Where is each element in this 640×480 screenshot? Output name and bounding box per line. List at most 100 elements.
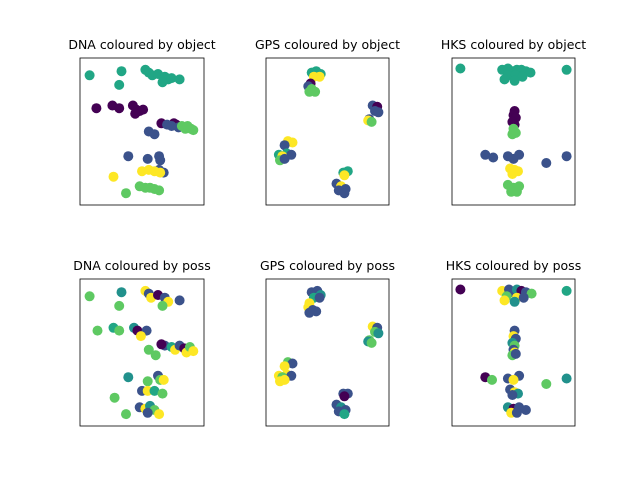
scatter-point xyxy=(314,71,325,82)
scatter-point xyxy=(314,292,325,303)
scatter-point xyxy=(157,300,168,311)
scatter-point xyxy=(510,348,521,359)
scatter-point xyxy=(150,350,161,361)
scatter-panel-5: GPS coloured by poss xyxy=(260,258,395,427)
scatter-point xyxy=(154,185,165,196)
scatter-point xyxy=(116,66,127,77)
scatter-point xyxy=(520,405,531,415)
panel-frame xyxy=(79,278,205,427)
scatter-point xyxy=(561,285,572,296)
scatter-point xyxy=(526,288,537,299)
scatter-point xyxy=(116,287,127,298)
scatter-point xyxy=(508,153,519,164)
scatter-point xyxy=(279,153,290,164)
scatter-point xyxy=(130,108,141,119)
scatter-point xyxy=(155,155,166,166)
scatter-point xyxy=(109,392,120,403)
scatter-point xyxy=(525,67,536,78)
scatter-point xyxy=(121,409,131,420)
scatter-point xyxy=(480,149,491,160)
scatter-point xyxy=(154,409,165,420)
scatter-point xyxy=(158,374,169,385)
panel-title: HKS coloured by object xyxy=(441,37,586,52)
scatter-point xyxy=(108,171,119,182)
scatter-panel-1: DNA coloured by object xyxy=(68,37,216,206)
scatter-point xyxy=(114,103,125,114)
scatter-point xyxy=(455,63,466,74)
scatter-point xyxy=(84,291,95,302)
scatter-point xyxy=(135,331,146,342)
scatter-panel-2: GPS coloured by object xyxy=(255,37,400,206)
scatter-point xyxy=(279,361,290,372)
scatter-point xyxy=(541,379,552,389)
scatter-point xyxy=(156,339,167,350)
panel-frame xyxy=(451,278,576,427)
scatter-point xyxy=(123,151,134,162)
scatter-point xyxy=(304,307,315,318)
scatter-point xyxy=(304,86,315,97)
scatter-point xyxy=(561,373,572,384)
scatter-point xyxy=(509,296,520,307)
panel-title: GPS coloured by object xyxy=(255,37,400,52)
scatter-point xyxy=(121,188,131,199)
scatter-point xyxy=(143,344,154,355)
scatter-point xyxy=(517,71,528,82)
scatter-point xyxy=(507,169,518,179)
scatter-point xyxy=(511,186,522,197)
scatter-point xyxy=(188,125,199,136)
scatter-point xyxy=(287,137,298,148)
scatter-point xyxy=(561,64,572,75)
scatter-point xyxy=(157,77,168,88)
scatter-panel-6: HKS coloured by poss xyxy=(446,258,581,427)
scatter-panel-4: DNA coloured by poss xyxy=(73,258,211,427)
scatter-point xyxy=(373,107,384,118)
scatter-point xyxy=(157,388,168,399)
scatter-point xyxy=(373,328,384,339)
scatter-point xyxy=(91,103,102,114)
panel-title: GPS coloured by poss xyxy=(260,258,395,273)
scatter-point xyxy=(510,127,521,138)
scatter-point xyxy=(487,374,497,385)
panel-frame xyxy=(265,57,390,206)
panel-title: HKS coloured by poss xyxy=(446,258,581,273)
scatter-point xyxy=(149,385,160,396)
scatter-point xyxy=(174,295,185,306)
scatter-point xyxy=(509,75,520,86)
scatter-point xyxy=(84,70,95,81)
scatter-point xyxy=(155,167,166,178)
panel-title: DNA coloured by poss xyxy=(73,258,210,273)
scatter-point xyxy=(114,300,125,311)
scatter-point xyxy=(518,292,529,303)
scatter-point xyxy=(339,188,350,199)
scatter-point xyxy=(142,407,153,418)
scatter-point xyxy=(114,79,125,90)
scatter-point xyxy=(339,391,350,402)
panel-frame xyxy=(265,278,390,427)
scatter-point xyxy=(279,140,290,151)
scatter-point xyxy=(166,73,177,84)
scatter-point xyxy=(149,129,160,140)
scatter-point xyxy=(188,346,199,357)
panel-frame xyxy=(451,57,576,206)
scatter-point xyxy=(366,116,377,127)
scatter-point xyxy=(142,376,153,387)
scatter-point xyxy=(138,104,149,115)
scatter-point xyxy=(287,358,298,369)
scatter-point xyxy=(339,409,350,420)
scatter-point xyxy=(507,390,518,400)
scatter-panel-3: HKS coloured by object xyxy=(441,37,586,206)
scatter-point xyxy=(488,152,499,163)
scatter-point xyxy=(339,170,350,181)
panel-title: DNA coloured by object xyxy=(68,37,215,52)
scatter-point xyxy=(561,151,572,162)
scatter-point xyxy=(92,325,103,336)
scatter-point xyxy=(499,295,510,306)
panel-frame xyxy=(79,57,205,206)
scatter-point xyxy=(511,407,522,418)
scatter-point xyxy=(142,153,153,164)
scatter-point xyxy=(455,284,466,295)
scatter-point xyxy=(366,337,377,348)
scatter-point xyxy=(499,74,510,85)
scatter-point xyxy=(508,374,519,385)
